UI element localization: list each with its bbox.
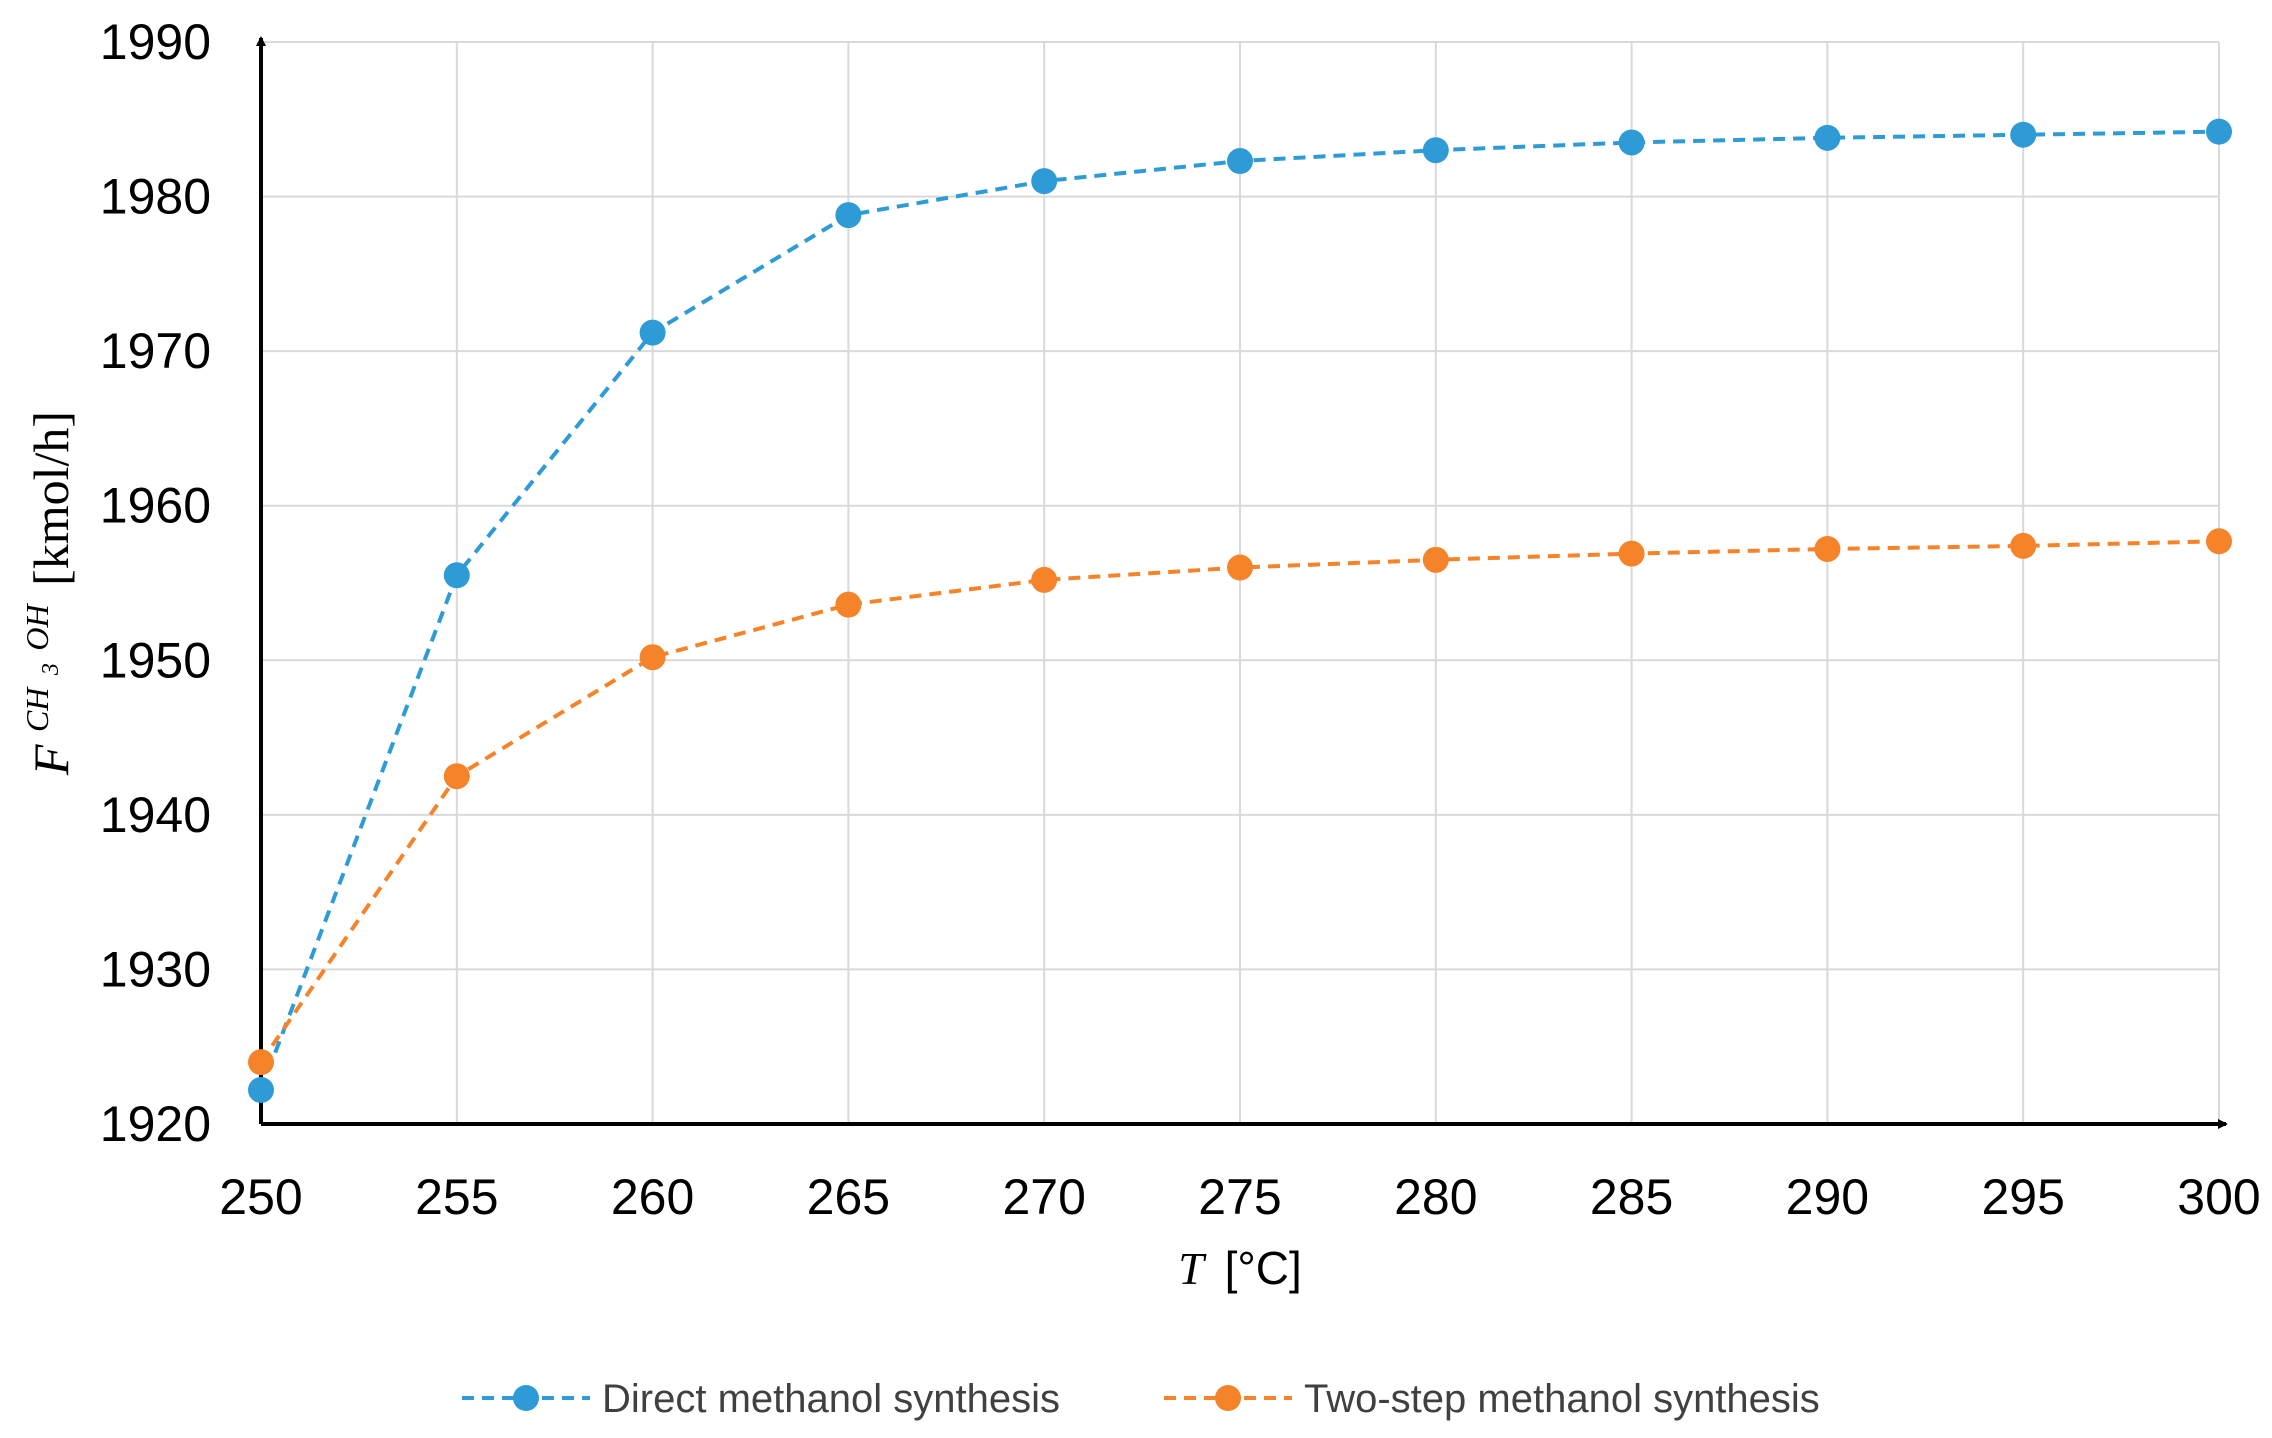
- y-tick-label: 1950: [100, 632, 211, 688]
- data-point-0[interactable]: [2206, 118, 2232, 145]
- data-point-0[interactable]: [639, 319, 666, 346]
- legend-marker-two-step: [1215, 1385, 1241, 1411]
- data-point-0[interactable]: [1618, 129, 1645, 156]
- y-tick-label: 1980: [100, 169, 211, 225]
- data-point-1[interactable]: [1227, 554, 1253, 581]
- data-point-1[interactable]: [1031, 566, 1058, 593]
- legend: Direct methanol synthesis Two-step metha…: [462, 1377, 1820, 1421]
- x-axis-title: T [°C]: [1178, 1242, 1302, 1294]
- x-tick-label: 290: [1786, 1169, 1869, 1225]
- data-point-0[interactable]: [1814, 124, 1841, 151]
- data-point-1[interactable]: [2206, 528, 2232, 555]
- x-tick-label: 260: [611, 1169, 694, 1225]
- x-tick-label: 265: [807, 1169, 890, 1225]
- y-axis-var: F: [23, 744, 79, 776]
- y-axis-sup: CH: [19, 686, 55, 732]
- x-tick-label: 280: [1394, 1169, 1477, 1225]
- data-point-0[interactable]: [835, 202, 862, 229]
- x-tick-label: 295: [1981, 1169, 2064, 1225]
- gridlines: [260, 41, 2220, 1125]
- legend-item-direct[interactable]: Direct methanol synthesis: [462, 1377, 1060, 1421]
- legend-label-direct: Direct methanol synthesis: [602, 1377, 1060, 1421]
- data-point-1[interactable]: [2010, 532, 2037, 559]
- legend-marker-direct: [513, 1385, 539, 1411]
- x-tick-label: 250: [219, 1169, 302, 1225]
- x-axis-unit: [°C]: [1225, 1242, 1302, 1294]
- x-tick-label: 255: [415, 1169, 498, 1225]
- data-point-1[interactable]: [835, 591, 862, 618]
- data-point-1[interactable]: [1422, 546, 1449, 573]
- data-point-1[interactable]: [1618, 540, 1645, 567]
- x-tick-label: 285: [1590, 1169, 1673, 1225]
- data-point-0[interactable]: [1422, 137, 1449, 164]
- data-point-1[interactable]: [639, 644, 666, 671]
- y-tick-label: 1940: [100, 787, 211, 843]
- data-point-0[interactable]: [1031, 168, 1058, 195]
- data-point-1[interactable]: [443, 763, 470, 790]
- data-point-0[interactable]: [2010, 121, 2037, 148]
- data-point-1[interactable]: [248, 1049, 274, 1076]
- y-tick-label: 1970: [100, 323, 211, 379]
- y-axis-unit: [kmol/h]: [23, 411, 79, 586]
- y-tick-label: 1920: [100, 1096, 211, 1152]
- data-point-1[interactable]: [1814, 535, 1841, 562]
- data-point-0[interactable]: [248, 1076, 274, 1103]
- x-tick-label: 275: [1198, 1169, 1281, 1225]
- x-tick-label: 270: [1002, 1169, 1085, 1225]
- series: [248, 118, 2232, 1103]
- legend-label-two-step: Two-step methanol synthesis: [1304, 1377, 1820, 1421]
- y-tick-label: 1960: [100, 478, 211, 534]
- axes: [256, 36, 2228, 1129]
- data-point-0[interactable]: [443, 562, 470, 589]
- tick-labels: 250 255 260 265 270 275 280 285 290 295 300 1920 193…: [100, 14, 2261, 1225]
- legend-item-two-step[interactable]: Two-step methanol synthesis: [1164, 1377, 1820, 1421]
- y-axis-sub: 3: [38, 663, 64, 676]
- x-tick-label: 300: [2177, 1169, 2260, 1225]
- x-axis-var: T: [1178, 1243, 1207, 1294]
- y-tick-label: 1990: [100, 14, 211, 70]
- y-axis-title: F CH 3 OH [kmol/h]: [3, 411, 79, 776]
- y-tick-label: 1930: [100, 941, 211, 997]
- data-point-0[interactable]: [1227, 148, 1253, 175]
- y-axis-sup-rest: OH: [19, 602, 55, 650]
